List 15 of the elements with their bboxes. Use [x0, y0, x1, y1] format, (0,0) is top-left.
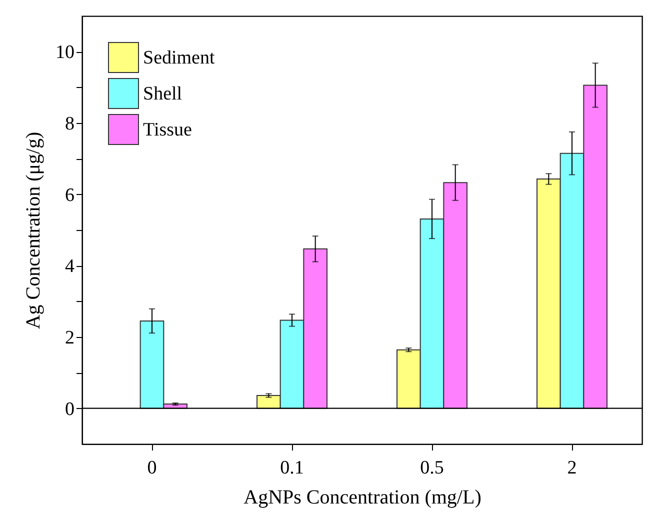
y-axis-title: Ag Concentration (μg/g)	[22, 132, 44, 330]
x-tick-label: 0.1	[280, 458, 304, 478]
legend-label: Shell	[143, 84, 182, 104]
y-tick-label: 10	[56, 42, 74, 64]
y-tick-label: 4	[65, 256, 75, 278]
x-tick-label: 0.5	[420, 458, 444, 478]
y-tick-label: 0	[65, 398, 74, 420]
legend-label: Sediment	[143, 48, 216, 68]
x-axis-title: AgNPs Concentration (mg/L)	[244, 486, 482, 508]
y-tick-label: 8	[65, 114, 74, 134]
x-tick-label: 2	[567, 458, 577, 478]
x-tick-label: 0	[147, 458, 157, 478]
y-tick-label: 2	[65, 328, 74, 348]
y-tick-label: 6	[65, 184, 74, 206]
legend-label: Tissue	[143, 120, 192, 140]
